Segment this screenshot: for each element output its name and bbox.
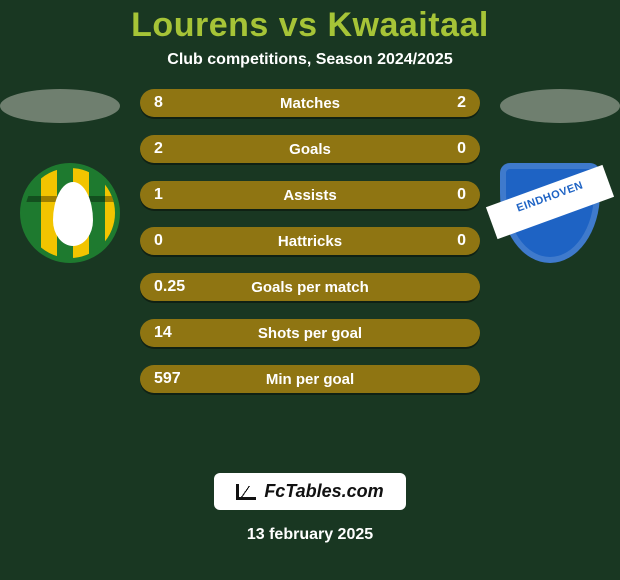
stat-value-right: 0 (457, 232, 466, 250)
stat-value-left: 8 (154, 94, 163, 112)
stat-value-left: 0.25 (154, 278, 185, 296)
stat-row: 2 Goals 0 (140, 135, 480, 163)
footer-brand: FcTables.com (0, 473, 620, 510)
stat-label: Min per goal (266, 371, 354, 388)
stat-label: Goals per match (251, 279, 369, 296)
stat-value-left: 0 (154, 232, 163, 250)
team-logo-left (20, 163, 120, 263)
stat-value-left: 2 (154, 140, 163, 158)
stat-value-right: 0 (457, 186, 466, 204)
stat-value-left: 14 (154, 324, 172, 342)
comparison-stage: EINDHOVEN 8 Matches 2 2 Goals 0 1 Assists 0 0 Hatt… (0, 89, 620, 509)
stat-row: 8 Matches 2 (140, 89, 480, 117)
stat-label: Matches (280, 95, 340, 112)
chart-icon (236, 484, 256, 500)
stat-row: 0 Hattricks 0 (140, 227, 480, 255)
brand-text: FcTables.com (264, 481, 383, 502)
stat-row: 0.25 Goals per match (140, 273, 480, 301)
infographic-root: Lourens vs Kwaaitaal Club competitions, … (0, 0, 620, 580)
stat-rows: 8 Matches 2 2 Goals 0 1 Assists 0 0 Hattricks 0 0.25… (140, 89, 480, 411)
stat-value-right: 0 (457, 140, 466, 158)
brand-pill: FcTables.com (214, 473, 405, 510)
crest-icon (20, 163, 120, 263)
stat-row: 14 Shots per goal (140, 319, 480, 347)
stat-value-right: 2 (457, 94, 466, 112)
spotlight-right (500, 89, 620, 123)
stat-label: Assists (283, 187, 336, 204)
crest-icon: EINDHOVEN (500, 163, 600, 263)
stat-label: Hattricks (278, 233, 342, 250)
date-text: 13 february 2025 (0, 526, 620, 544)
title: Lourens vs Kwaaitaal (0, 0, 620, 45)
subtitle: Club competitions, Season 2024/2025 (0, 51, 620, 69)
stat-value-left: 1 (154, 186, 163, 204)
stat-row: 597 Min per goal (140, 365, 480, 393)
team-logo-right: EINDHOVEN (500, 163, 600, 263)
stat-value-left: 597 (154, 370, 181, 388)
stat-label: Goals (289, 141, 331, 158)
stat-label: Shots per goal (258, 325, 362, 342)
spotlight-left (0, 89, 120, 123)
stat-row: 1 Assists 0 (140, 181, 480, 209)
